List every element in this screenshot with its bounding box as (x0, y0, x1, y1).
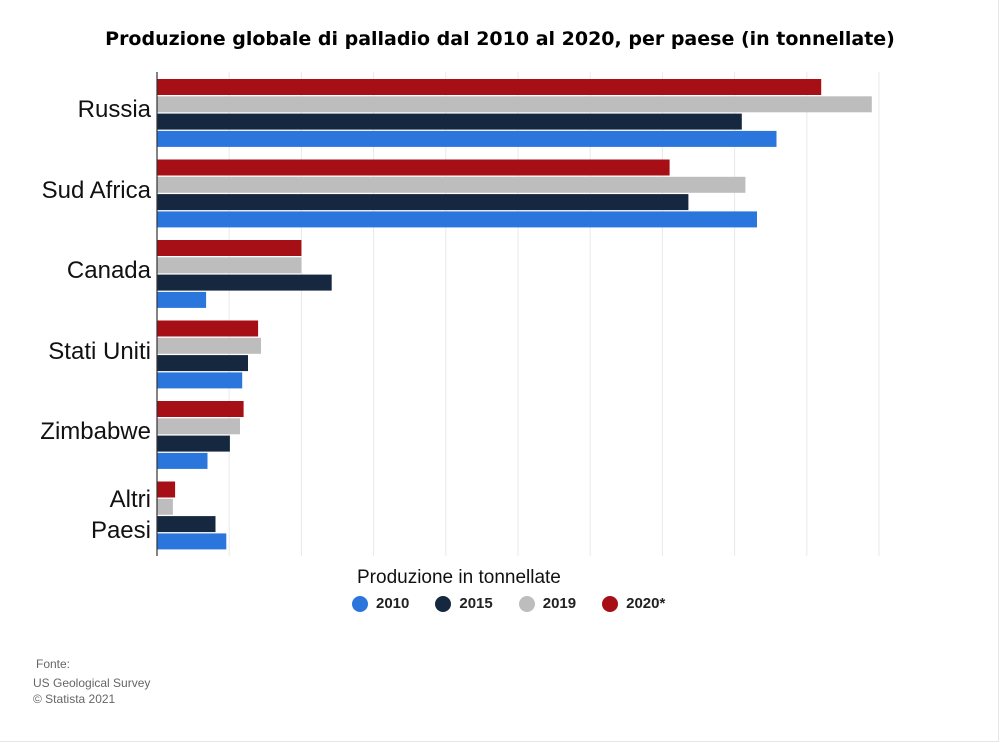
bar-2019-0 (157, 96, 872, 113)
bar-2020-1 (157, 159, 670, 176)
legend-item-2020[interactable]: 2020* (602, 595, 665, 612)
legend-label: 2010 (376, 595, 410, 612)
chart-title: Produzione globale di palladio dal 2010 … (105, 28, 895, 50)
legend-marker (435, 595, 452, 612)
bar-2015-1 (157, 194, 689, 211)
bar-2020-5 (157, 481, 176, 498)
legend-label: 2020* (626, 595, 666, 612)
source-label: Fonte: (36, 657, 71, 671)
legend-marker (602, 595, 619, 612)
category-label: Altri Paesi (90, 486, 151, 545)
bar-2015-5 (157, 516, 216, 533)
legend-label: 2019 (542, 595, 577, 612)
bar-2019-2 (157, 257, 302, 274)
legend-item-2015[interactable]: 2015 (435, 595, 493, 612)
x-axis-title: Produzione in tonnellate (357, 567, 561, 588)
bar-2010-0 (157, 130, 777, 147)
bar-2015-4 (157, 435, 230, 452)
source-line-1: US Geological Survey (33, 676, 151, 690)
bar-2020-3 (157, 320, 259, 337)
bar-2019-4 (157, 418, 240, 435)
category-label: Canada (66, 257, 151, 285)
legend-label: 2015 (459, 595, 493, 612)
bar-2019-3 (157, 337, 261, 354)
bar-2010-5 (157, 533, 227, 550)
legend-marker (352, 595, 368, 612)
bar-2010-2 (157, 291, 207, 308)
legend-item-2019[interactable]: 2019 (518, 595, 577, 612)
legend-marker (518, 595, 535, 612)
bar-2020-4 (157, 401, 244, 417)
category-label: Zimbabwe (40, 418, 151, 446)
legend-item-2010[interactable]: 2010 (352, 595, 409, 612)
bar-2010-4 (157, 452, 208, 469)
bar-2010-3 (157, 372, 243, 389)
bar-2015-2 (157, 274, 332, 291)
legend: 2010 2015 2019 2020* (352, 595, 691, 612)
bar-2020-2 (157, 240, 302, 256)
source-line-2: © Statista 2021 (33, 692, 116, 706)
bar-2019-1 (157, 176, 746, 193)
category-label: Sud Africa (41, 176, 151, 204)
bar-2015-0 (157, 113, 742, 130)
category-label: Stati Uniti (48, 337, 151, 365)
bar-2010-1 (157, 211, 757, 228)
bar-2019-5 (157, 498, 173, 515)
bar-2015-3 (157, 355, 248, 372)
bar-2020-0 (157, 79, 822, 95)
category-label: Russia (77, 96, 151, 124)
